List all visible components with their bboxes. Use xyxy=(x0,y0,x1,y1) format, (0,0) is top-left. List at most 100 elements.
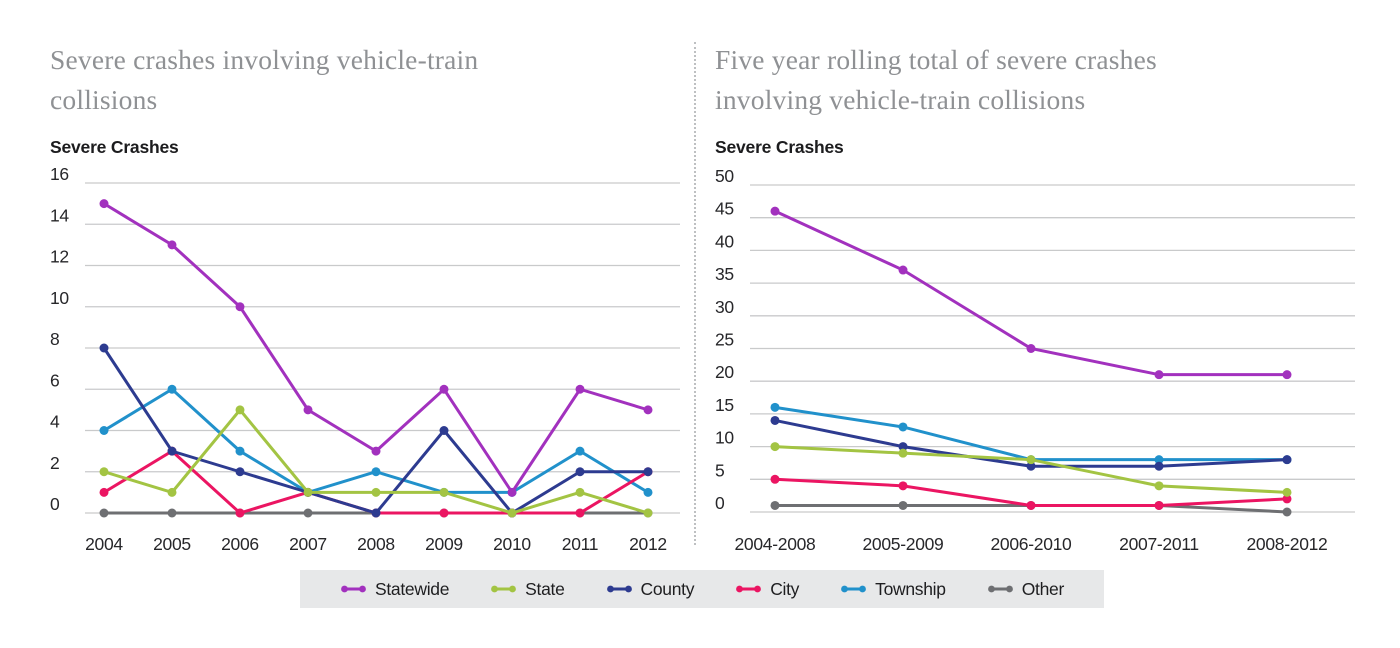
data-point-county xyxy=(1154,461,1164,471)
left-line-chart: 0 2 4 6 8 10 12 14 16 2004 2005 2006 2007 2008 2009 201… xyxy=(50,164,680,554)
data-point-state xyxy=(1282,487,1292,497)
data-point-state xyxy=(439,487,449,497)
legend-label: State xyxy=(525,578,565,599)
legend-item-city: City xyxy=(735,579,799,600)
data-point-statewide xyxy=(371,446,381,456)
y-tick-label: 16 xyxy=(50,164,69,184)
legend-marker-state-icon xyxy=(491,585,517,593)
legend-marker-city-icon xyxy=(736,585,762,593)
legend-item-county: County xyxy=(606,578,695,600)
data-point-statewide xyxy=(167,240,177,250)
left-chart-title-line1: Severe crashes involving vehicle-train xyxy=(50,44,479,75)
x-tick-label: 2005-2009 xyxy=(863,534,944,554)
legend-label: County xyxy=(640,578,695,599)
series-line-state xyxy=(103,407,649,515)
y-tick-label: 6 xyxy=(50,370,59,390)
data-point-state xyxy=(1026,455,1036,465)
x-tick-label: 2010 xyxy=(493,534,531,554)
data-point-city xyxy=(770,474,780,484)
legend-marker-dot xyxy=(491,585,499,593)
data-point-statewide xyxy=(235,302,245,312)
legend-item-state: State xyxy=(490,578,565,600)
y-tick-label: 0 xyxy=(50,494,60,514)
data-point-township xyxy=(371,467,381,477)
legend-label: Statewide xyxy=(375,578,450,599)
data-point-county xyxy=(770,415,780,425)
data-point-state xyxy=(898,448,908,458)
data-point-township xyxy=(575,446,585,456)
data-point-statewide xyxy=(898,265,908,275)
legend-item-other: Other xyxy=(987,579,1064,600)
right-y-axis-label: Severe Crashes xyxy=(715,137,844,157)
left-chart-title-line2: collisions xyxy=(50,84,158,115)
legend-marker-dot xyxy=(754,585,762,593)
legend-marker-dot xyxy=(606,585,614,593)
x-tick-label: 2012 xyxy=(629,534,667,554)
legend-marker-statewide-icon xyxy=(341,585,366,593)
data-point-township xyxy=(235,446,245,456)
x-tick-label: 2006-2010 xyxy=(991,534,1073,554)
chart-divider-dotted-line xyxy=(694,42,696,545)
data-point-statewide xyxy=(507,487,517,497)
x-tick-label: 2007-2011 xyxy=(1119,534,1199,554)
legend-label: City xyxy=(770,578,800,599)
data-point-state xyxy=(1154,481,1164,491)
data-point-state xyxy=(303,487,313,497)
data-point-state xyxy=(770,442,780,452)
data-point-township xyxy=(643,487,653,497)
x-tick-label: 2004 xyxy=(85,534,123,554)
x-tick-label: 2004-2008 xyxy=(735,534,816,554)
data-point-township xyxy=(167,384,177,394)
legend-marker-dot xyxy=(359,585,366,593)
right-chart-title-line2: involving vehicle-train collisions xyxy=(715,84,1086,115)
data-point-statewide xyxy=(1026,344,1036,353)
data-point-state xyxy=(99,467,109,477)
x-tick-label: 2008-2012 xyxy=(1247,534,1328,554)
legend-marker-dot xyxy=(987,585,995,593)
data-point-statewide xyxy=(575,384,585,394)
data-point-county xyxy=(371,508,381,518)
data-point-statewide xyxy=(1282,370,1292,380)
data-point-township xyxy=(99,426,109,435)
data-point-county xyxy=(1026,461,1036,471)
data-point-other xyxy=(770,500,780,510)
data-point-township xyxy=(1154,455,1164,465)
data-point-city xyxy=(1282,494,1292,504)
data-point-county xyxy=(439,426,449,435)
data-point-township xyxy=(898,422,908,432)
legend-marker-dot xyxy=(509,585,517,593)
data-point-city xyxy=(99,487,109,497)
y-tick-label: 5 xyxy=(715,460,724,480)
data-point-state xyxy=(507,508,517,518)
data-point-county xyxy=(99,343,109,353)
legend-marker-dot xyxy=(736,585,744,593)
data-point-state xyxy=(643,508,653,518)
data-point-other xyxy=(1282,507,1292,517)
y-tick-label: 20 xyxy=(715,362,734,382)
y-tick-label: 12 xyxy=(50,247,69,267)
data-point-statewide xyxy=(643,405,653,415)
data-point-county xyxy=(643,467,653,477)
y-tick-label: 0 xyxy=(715,493,725,513)
y-tick-label: 10 xyxy=(50,288,69,308)
data-point-township xyxy=(770,402,780,412)
y-tick-label: 15 xyxy=(715,395,734,415)
data-point-city xyxy=(898,481,908,491)
data-point-city xyxy=(235,508,245,518)
y-tick-label: 10 xyxy=(715,428,734,448)
data-point-state xyxy=(575,487,585,497)
left-chart-title: Severe crashes involving vehicle-train c… xyxy=(50,40,670,120)
data-point-statewide xyxy=(439,384,449,394)
data-point-other xyxy=(99,508,109,518)
data-point-statewide xyxy=(303,405,313,415)
data-point-statewide xyxy=(770,206,780,216)
x-tick-label: 2008 xyxy=(357,534,395,554)
legend-marker-dot xyxy=(624,585,632,593)
legend-marker-township-icon xyxy=(841,585,867,593)
legend-marker-other-icon xyxy=(987,585,1013,593)
x-tick-label: 2011 xyxy=(562,534,598,554)
y-tick-label: 25 xyxy=(715,330,734,350)
y-tick-label: 45 xyxy=(715,199,734,219)
legend-item-statewide: Statewide xyxy=(340,579,449,600)
